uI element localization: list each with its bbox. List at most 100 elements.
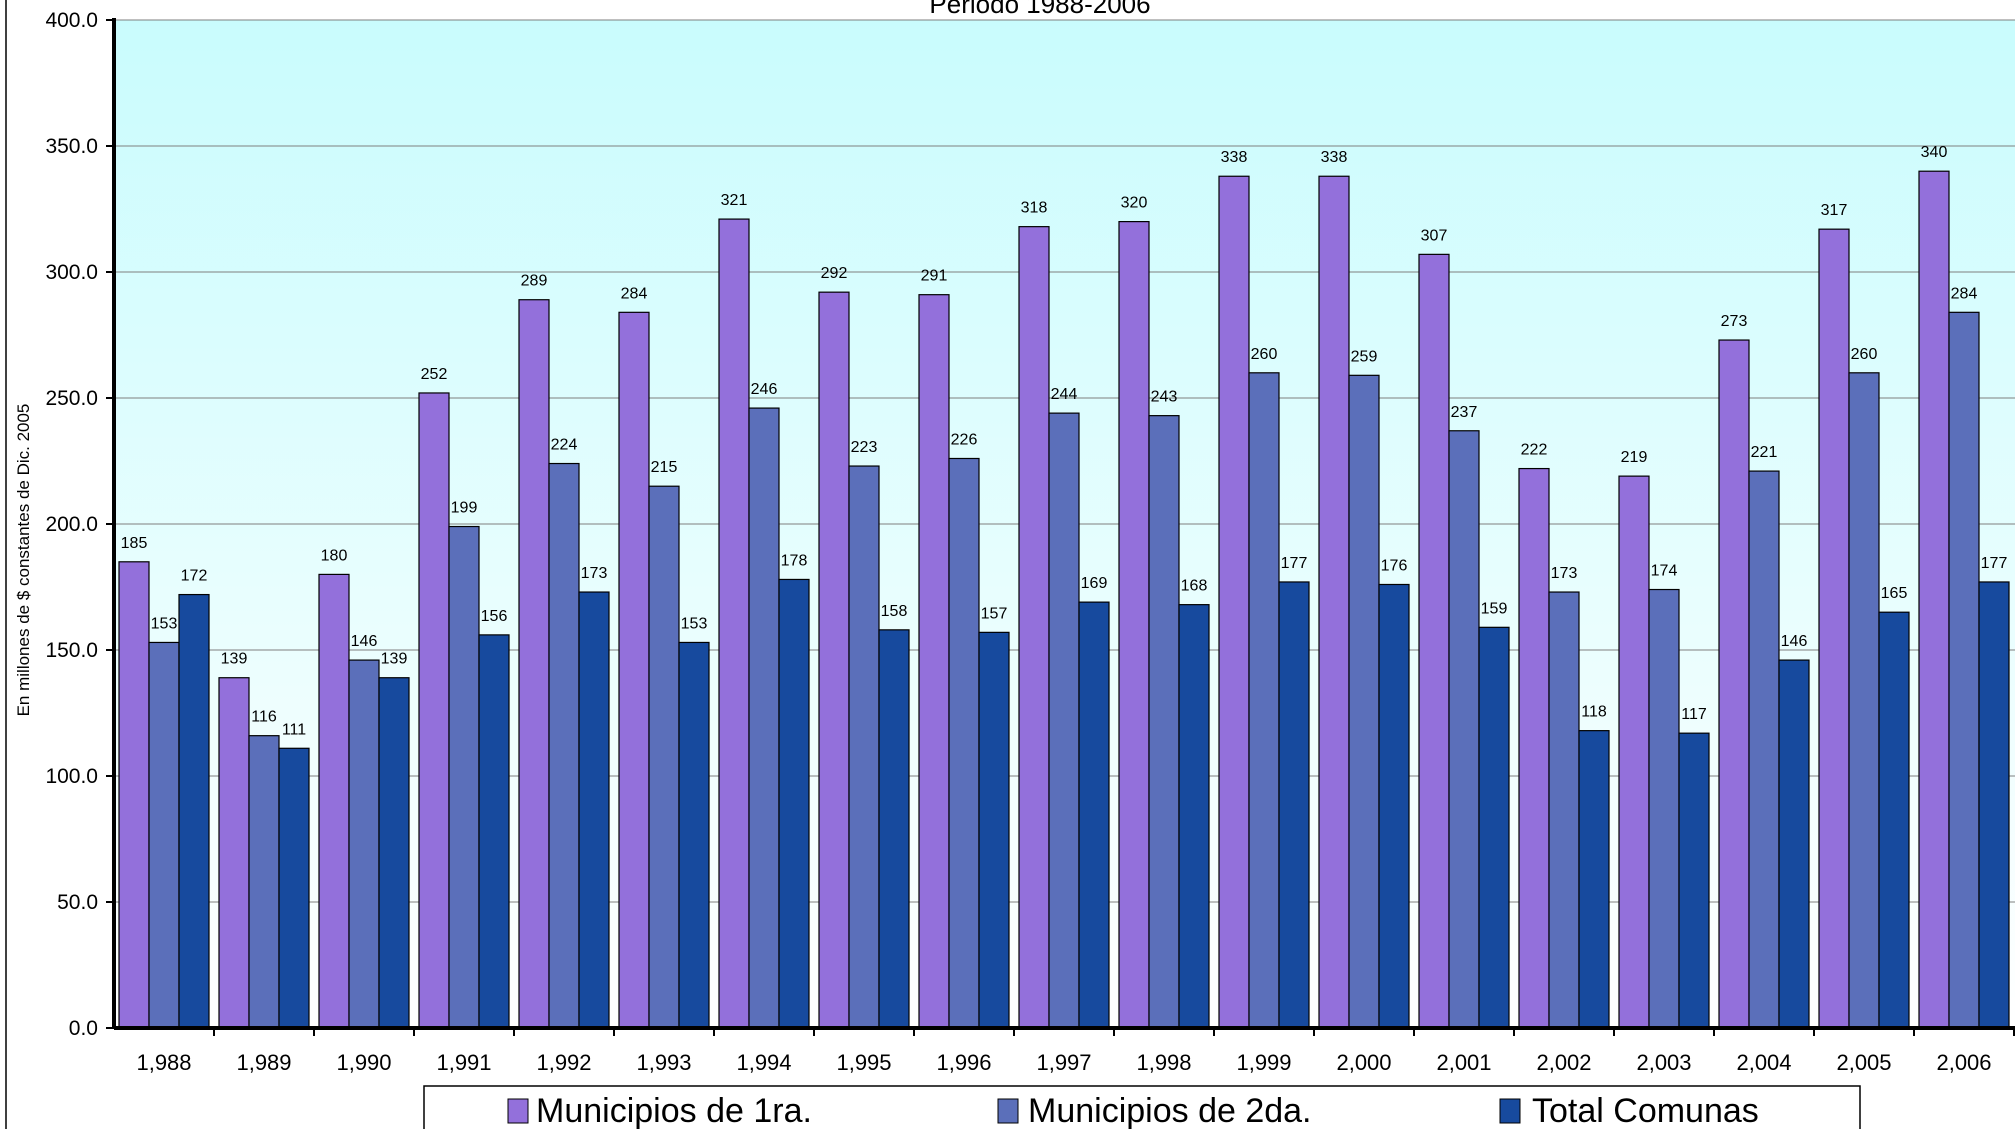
bar — [578, 591, 610, 1029]
bar — [918, 294, 950, 1029]
legend-label-1ra: Municipios de 1ra. — [536, 1092, 812, 1129]
bar — [978, 631, 1010, 1029]
x-tick-label: 2,000 — [1336, 1050, 1391, 1075]
data-label: 223 — [851, 439, 878, 456]
data-label: 178 — [781, 552, 808, 569]
data-label: 291 — [921, 268, 948, 285]
data-label: 139 — [221, 651, 248, 668]
y-tick-label: 250.0 — [45, 387, 98, 410]
bar — [1578, 730, 1610, 1029]
x-tick-label: 1,990 — [336, 1050, 391, 1075]
data-label: 176 — [1381, 557, 1408, 574]
data-label: 169 — [1081, 575, 1108, 592]
data-label: 111 — [282, 721, 306, 738]
data-label: 146 — [1781, 633, 1808, 650]
legend-swatch-total — [1499, 1098, 1521, 1124]
data-label: 289 — [521, 273, 548, 290]
bar — [1248, 372, 1280, 1029]
bar — [1078, 601, 1110, 1029]
data-label: 338 — [1221, 149, 1248, 166]
data-label: 219 — [1621, 449, 1648, 466]
bar — [1748, 470, 1780, 1029]
bar — [948, 457, 980, 1029]
bars — [118, 170, 2010, 1029]
data-label: 177 — [1981, 555, 2008, 572]
y-tick-labels: 0.0 50.0 100.0 150.0 200.0 250.0 300.0 350.0 400… — [45, 9, 98, 1040]
data-label: 307 — [1421, 227, 1448, 244]
bar — [148, 641, 180, 1029]
data-label: 243 — [1151, 389, 1178, 406]
data-label: 156 — [481, 608, 508, 625]
data-label: 173 — [1551, 565, 1578, 582]
bar — [548, 462, 580, 1029]
chart-title: Periodo 1988-2006 — [929, 0, 1150, 19]
data-label: 320 — [1121, 195, 1148, 212]
data-label: 226 — [951, 431, 978, 448]
data-label: 237 — [1451, 404, 1478, 421]
data-label: 244 — [1051, 386, 1078, 403]
legend-swatch-2da — [997, 1098, 1019, 1124]
data-labels: 1851531721391161111801461392521991562892… — [121, 144, 2008, 738]
y-tick-label: 0.0 — [69, 1017, 98, 1040]
data-label: 173 — [581, 565, 608, 582]
y-tick-label: 350.0 — [45, 135, 98, 158]
bar — [1778, 659, 1810, 1029]
data-label: 180 — [321, 547, 348, 564]
data-label: 199 — [451, 500, 478, 517]
bar — [118, 561, 150, 1029]
bar — [778, 578, 810, 1029]
data-label: 338 — [1321, 149, 1348, 166]
x-tick-label: 1,997 — [1036, 1050, 1091, 1075]
data-label: 168 — [1181, 578, 1208, 595]
bar — [1678, 732, 1710, 1029]
x-tick-label: 1,993 — [636, 1050, 691, 1075]
data-label: 321 — [721, 192, 748, 209]
bar — [348, 659, 380, 1029]
x-tick-label: 2,004 — [1736, 1050, 1791, 1075]
x-tick-label: 1,989 — [236, 1050, 291, 1075]
data-label: 273 — [1721, 313, 1748, 330]
data-label: 317 — [1821, 202, 1848, 219]
data-label: 215 — [651, 459, 678, 476]
x-tick-label: 1,999 — [1236, 1050, 1291, 1075]
axes — [106, 18, 2015, 1036]
bar — [218, 677, 250, 1029]
x-tick-label: 1,991 — [436, 1050, 491, 1075]
y-tick-label: 300.0 — [45, 261, 98, 284]
bar — [718, 218, 750, 1029]
data-label: 252 — [421, 366, 448, 383]
data-label: 284 — [621, 285, 648, 302]
bar — [1818, 228, 1850, 1029]
bar — [1478, 626, 1510, 1029]
bar — [1148, 415, 1180, 1029]
legend: Municipios de 1ra. Municipios de 2da. To… — [423, 1085, 1861, 1129]
x-tick-label: 1,994 — [736, 1050, 791, 1075]
data-label: 172 — [181, 568, 208, 585]
bar — [1978, 581, 2010, 1029]
x-tick-label: 2,003 — [1636, 1050, 1691, 1075]
bar — [178, 593, 210, 1029]
bar — [848, 465, 880, 1029]
bar — [648, 485, 680, 1029]
bar — [1178, 604, 1210, 1029]
bar — [1848, 372, 1880, 1029]
y-tick-label: 50.0 — [57, 891, 98, 914]
legend-label-2da: Municipios de 2da. — [1028, 1092, 1312, 1129]
bar — [1418, 253, 1450, 1029]
x-tick-label: 1,995 — [836, 1050, 891, 1075]
bar — [1348, 374, 1380, 1029]
data-label: 260 — [1851, 346, 1878, 363]
bar — [1278, 581, 1310, 1029]
data-label: 146 — [351, 633, 378, 650]
x-tick-label: 1,996 — [936, 1050, 991, 1075]
bar — [518, 299, 550, 1029]
data-label: 284 — [1951, 285, 1978, 302]
data-label: 118 — [1581, 704, 1607, 721]
bar — [1018, 226, 1050, 1029]
legend-label-total: Total Comunas — [1532, 1092, 1759, 1129]
x-tick-label: 1,998 — [1136, 1050, 1191, 1075]
x-tick-label: 2,002 — [1536, 1050, 1591, 1075]
bar — [748, 407, 780, 1029]
bar — [1518, 467, 1550, 1029]
bar — [1448, 430, 1480, 1029]
